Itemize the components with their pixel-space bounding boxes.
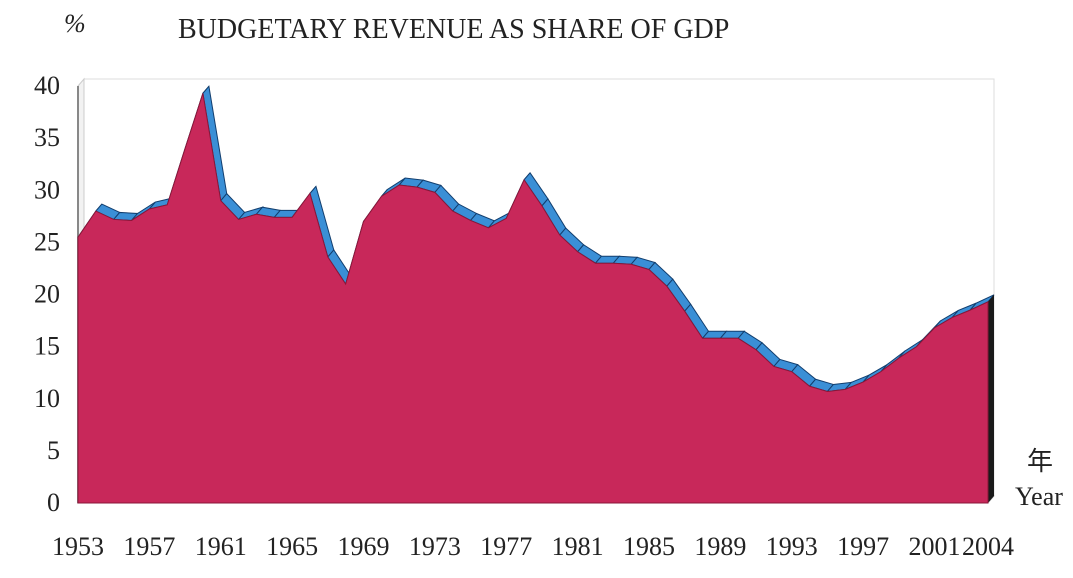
x-tick-label: 1973 [409,532,461,561]
x-tick-label: 1993 [766,532,818,561]
area-side-face [988,294,994,503]
x-tick-label: 1977 [480,532,532,561]
x-tick-label: 2004 [962,532,1014,561]
revenue-area-series [77,85,995,504]
x-axis-label-zh: 年 [1027,447,1053,476]
y-tick-label: 30 [34,175,60,204]
x-tick-label: 1989 [694,532,746,561]
x-tick-label: 1965 [266,532,318,561]
y-tick-label: 35 [34,123,60,152]
x-tick-label: 1981 [552,532,604,561]
x-tick-label: 1953 [52,532,104,561]
area-front-face [77,93,989,504]
x-tick-label: 1985 [623,532,675,561]
x-axis-ticks: 1953 1957 1961 1965 1969 1973 1977 1981 1985 1989… [52,532,1014,561]
y-tick-label: 15 [34,332,60,361]
x-tick-label: 2001 [908,532,960,561]
chart-title: BUDGETARY REVENUE AS SHARE OF GDP [178,14,729,45]
y-tick-label: 10 [34,384,60,413]
x-tick-label: 1969 [337,532,389,561]
y-tick-label: 0 [47,488,60,517]
y-axis-unit-label: % [64,9,86,38]
x-axis-label: Year [1015,482,1063,511]
x-tick-label: 1997 [837,532,889,561]
x-tick-label: 1957 [123,532,175,561]
y-axis-ticks: 0 5 10 15 20 25 30 35 40 [34,71,60,517]
x-tick-label: 1961 [195,532,247,561]
y-tick-label: 20 [34,280,60,309]
y-tick-label: 25 [34,227,60,256]
y-tick-label: 40 [34,71,60,100]
y-tick-label: 5 [47,436,60,465]
